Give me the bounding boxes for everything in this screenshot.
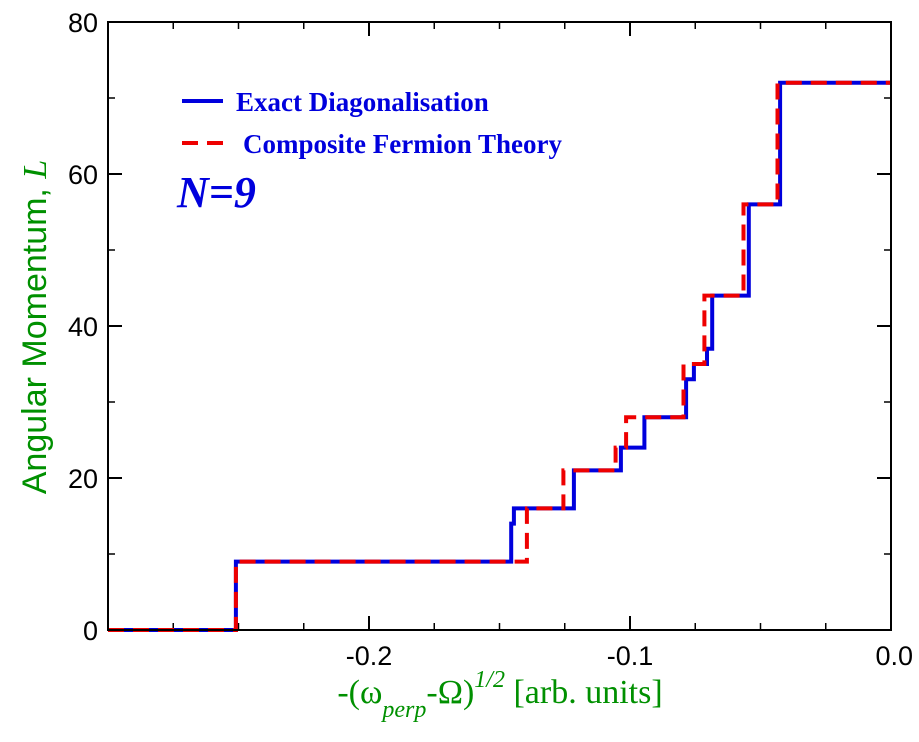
x-tick-label: -0.1 (607, 641, 654, 671)
x-tick-label: -0.2 (346, 641, 393, 671)
y-tick-label: 80 (68, 8, 98, 38)
y-tick-label: 0 (83, 616, 98, 646)
series-composite-fermion (108, 80, 891, 632)
legend-label-exact: Exact Diagonalisation (236, 87, 489, 117)
plot-frame (107, 21, 892, 631)
y-tick-label: 20 (68, 464, 98, 494)
legend-label-cf: Composite Fermion Theory (243, 129, 562, 159)
series-layer (108, 80, 891, 632)
x-axis-label: -(ωperp-Ω)1/2 [arb. units] (337, 667, 662, 723)
tick-labels: -0.2 -0.1 0.0 0 20 40 60 80 (68, 8, 913, 671)
y-axis-label: Angular Momentum, L (16, 160, 54, 495)
minor-ticks (107, 21, 892, 631)
major-ticks (108, 21, 892, 631)
y-tick-label: 40 (68, 312, 98, 342)
x-tick-label: 0.0 (875, 641, 913, 671)
y-tick-label: 60 (68, 160, 98, 190)
series-exact-diagonalisation (108, 80, 891, 632)
legend: Exact Diagonalisation Composite Fermion … (182, 87, 562, 159)
annotation-n: N=9 (176, 168, 256, 217)
